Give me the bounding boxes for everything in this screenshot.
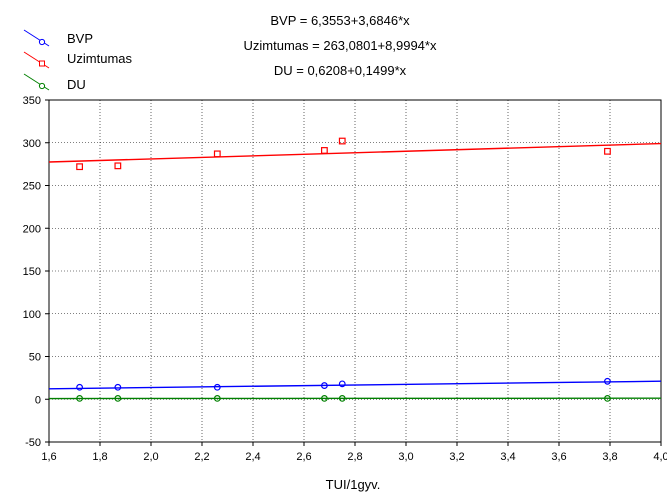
data-point-bvp xyxy=(76,383,83,391)
y-tick-label: 350 xyxy=(23,95,41,107)
legend-swatch-uzimtumas xyxy=(23,51,50,69)
y-tick-label: -50 xyxy=(25,437,41,449)
x-tick-label: 2,4 xyxy=(245,451,260,463)
y-tick-label: 100 xyxy=(23,309,41,321)
x-tick-label: 3,6 xyxy=(551,451,566,463)
y-tick-label: 0 xyxy=(35,394,41,406)
x-tick-label: 3,8 xyxy=(602,451,617,463)
x-tick-label: 2,2 xyxy=(194,451,209,463)
series-bvp xyxy=(48,377,662,391)
legend-swatch-du xyxy=(23,73,50,91)
data-point-bvp xyxy=(114,383,122,391)
series xyxy=(48,137,662,402)
data-point-bvp xyxy=(338,380,346,388)
legend-label-bvp: BVP xyxy=(67,31,93,46)
x-tick-label: 3,2 xyxy=(449,451,464,463)
y-tick-label: 250 xyxy=(23,181,41,193)
legend-swatch-bvp xyxy=(23,29,50,47)
x-tick-label: 3,0 xyxy=(398,451,413,463)
y-tick-label: 200 xyxy=(23,223,41,235)
legend-label-uzimtumas: Uzimtumas xyxy=(67,51,133,66)
data-point-bvp xyxy=(213,383,221,391)
legend-marker-bvp xyxy=(38,38,46,46)
data-point-du xyxy=(213,394,221,402)
equation-du: DU = 0,6208+0,1499*x xyxy=(274,63,407,78)
data-point-du xyxy=(604,394,611,402)
data-point-du xyxy=(76,394,83,402)
series-du xyxy=(48,394,662,402)
data-point-du xyxy=(114,394,122,402)
data-point-bvp xyxy=(321,382,328,389)
equation-bvp: BVP = 6,3553+3,6846*x xyxy=(270,13,410,28)
data-point-uzimtumas xyxy=(604,147,611,155)
fit-line-bvp xyxy=(48,380,662,390)
data-point-uzimtumas xyxy=(213,150,221,158)
x-tick-label: 2,6 xyxy=(296,451,311,463)
legend-marker-du xyxy=(38,82,46,90)
y-tick-label: 50 xyxy=(29,352,41,364)
data-point-uzimtumas xyxy=(321,147,328,154)
fit-line-uzimtumas xyxy=(48,142,662,163)
legend-item-bvp: BVP xyxy=(23,29,93,47)
series-uzimtumas xyxy=(48,137,662,171)
x-tick-label: 1,6 xyxy=(41,451,56,463)
data-point-bvp xyxy=(604,377,611,385)
y-tick-label: 300 xyxy=(23,138,41,150)
data-point-du xyxy=(338,394,346,402)
grid xyxy=(48,99,662,443)
x-axis-label: TUI/1gyv. xyxy=(326,477,381,492)
legend-item-uzimtumas: Uzimtumas xyxy=(23,51,133,69)
regression-equations: BVP = 6,3553+3,6846*x Uzimtumas = 263,08… xyxy=(244,13,437,78)
data-point-uzimtumas xyxy=(338,137,346,145)
x-tick-label: 2,0 xyxy=(143,451,158,463)
x-tick-label: 4,0 xyxy=(653,451,667,463)
data-point-uzimtumas xyxy=(114,162,122,170)
legend-marker-uzimtumas xyxy=(39,60,45,67)
data-point-du xyxy=(321,394,328,402)
legend: BVP Uzimtumas DU xyxy=(23,29,133,92)
legend-item-du: DU xyxy=(23,73,86,92)
legend-label-du: DU xyxy=(67,77,86,92)
x-tick-label: 2,8 xyxy=(347,451,362,463)
axis-ticks: 1,6 1,8 2,0 2,2 2,4 2,6 2,8 3,0 3,2 3,4 3,6 3,8 4,0 -… xyxy=(23,95,667,463)
data-point-uzimtumas xyxy=(76,163,84,171)
x-tick-label: 1,8 xyxy=(92,451,107,463)
equation-uzimtumas: Uzimtumas = 263,0801+8,9994*x xyxy=(244,38,437,53)
x-tick-label: 3,4 xyxy=(500,451,515,463)
y-tick-label: 150 xyxy=(23,266,41,278)
